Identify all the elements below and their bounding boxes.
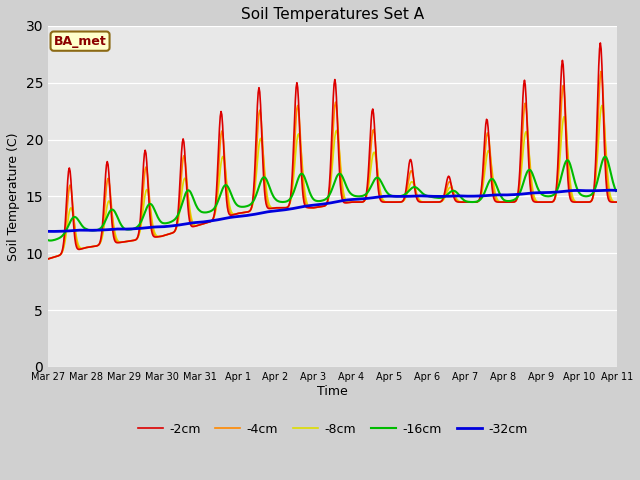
-4cm: [54, 253, 62, 259]
-16cm: [47, 238, 54, 243]
-4cm: [418, 199, 426, 205]
-32cm: [49, 228, 56, 234]
-4cm: [401, 194, 409, 200]
-32cm: [202, 219, 209, 225]
Legend: -2cm, -4cm, -8cm, -16cm, -32cm: -2cm, -4cm, -8cm, -16cm, -32cm: [132, 418, 532, 441]
-2cm: [171, 228, 179, 234]
-16cm: [402, 191, 410, 196]
-8cm: [200, 220, 208, 226]
-4cm: [612, 199, 620, 205]
-16cm: [202, 210, 209, 216]
-2cm: [596, 40, 604, 46]
-32cm: [172, 223, 179, 228]
-32cm: [402, 193, 410, 199]
-2cm: [54, 253, 62, 259]
-2cm: [612, 199, 620, 205]
-4cm: [113, 239, 120, 244]
-8cm: [113, 236, 120, 241]
-2cm: [200, 220, 208, 226]
-2cm: [44, 256, 52, 262]
Line: -32cm: -32cm: [48, 190, 616, 231]
Text: BA_met: BA_met: [54, 35, 106, 48]
-32cm: [55, 228, 63, 234]
X-axis label: Time: Time: [317, 384, 348, 397]
-32cm: [606, 187, 614, 193]
-16cm: [172, 216, 179, 222]
-16cm: [44, 237, 52, 243]
-16cm: [419, 191, 426, 196]
-16cm: [612, 188, 620, 194]
-4cm: [200, 220, 208, 226]
-2cm: [418, 199, 426, 205]
-8cm: [44, 256, 52, 262]
-8cm: [401, 195, 409, 201]
-32cm: [44, 228, 52, 234]
-16cm: [114, 215, 122, 220]
-32cm: [419, 193, 426, 199]
Line: -16cm: -16cm: [48, 156, 616, 240]
-8cm: [54, 253, 62, 259]
Line: -4cm: -4cm: [48, 72, 616, 259]
-8cm: [598, 103, 605, 108]
-4cm: [171, 229, 179, 235]
-4cm: [597, 69, 605, 74]
-32cm: [612, 188, 620, 193]
-32cm: [114, 226, 122, 232]
-4cm: [44, 256, 52, 262]
-2cm: [401, 192, 409, 198]
-2cm: [113, 240, 120, 245]
-16cm: [55, 235, 63, 241]
-8cm: [171, 228, 179, 234]
Line: -8cm: -8cm: [48, 106, 616, 259]
Y-axis label: Soil Temperature (C): Soil Temperature (C): [7, 132, 20, 261]
-16cm: [601, 154, 609, 159]
Line: -2cm: -2cm: [48, 43, 616, 259]
Title: Soil Temperatures Set A: Soil Temperatures Set A: [241, 7, 424, 22]
-8cm: [612, 199, 620, 205]
-8cm: [418, 199, 426, 204]
